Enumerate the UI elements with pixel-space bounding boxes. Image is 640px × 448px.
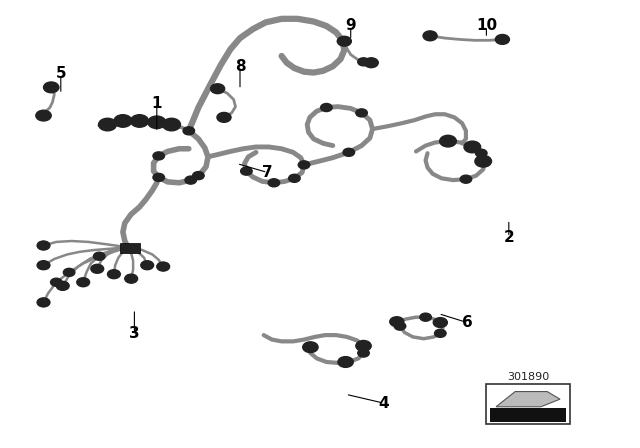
Circle shape bbox=[289, 174, 300, 182]
Circle shape bbox=[495, 34, 509, 44]
Circle shape bbox=[339, 37, 350, 45]
Circle shape bbox=[51, 278, 62, 286]
Text: 9: 9 bbox=[346, 18, 356, 34]
Circle shape bbox=[476, 149, 487, 157]
Circle shape bbox=[268, 179, 280, 187]
Circle shape bbox=[37, 298, 50, 307]
Text: 1: 1 bbox=[152, 95, 162, 111]
Circle shape bbox=[358, 349, 369, 357]
Circle shape bbox=[298, 161, 310, 169]
Circle shape bbox=[63, 268, 75, 276]
Text: 3: 3 bbox=[129, 326, 140, 341]
Circle shape bbox=[157, 262, 170, 271]
Circle shape bbox=[57, 282, 68, 290]
Circle shape bbox=[38, 112, 49, 120]
Circle shape bbox=[108, 270, 120, 279]
Circle shape bbox=[435, 329, 446, 337]
Circle shape bbox=[163, 118, 180, 131]
Circle shape bbox=[340, 358, 351, 366]
Circle shape bbox=[93, 252, 105, 260]
Bar bbox=[120, 243, 140, 253]
Circle shape bbox=[423, 31, 437, 41]
Text: 10: 10 bbox=[476, 18, 497, 34]
Circle shape bbox=[185, 176, 196, 184]
Circle shape bbox=[153, 152, 164, 160]
Text: 8: 8 bbox=[235, 59, 245, 74]
Circle shape bbox=[131, 115, 148, 127]
Circle shape bbox=[356, 109, 367, 117]
Circle shape bbox=[321, 103, 332, 112]
Circle shape bbox=[365, 59, 377, 67]
Circle shape bbox=[442, 137, 454, 145]
Circle shape bbox=[338, 357, 353, 367]
Circle shape bbox=[420, 313, 431, 321]
Circle shape bbox=[44, 82, 59, 93]
Circle shape bbox=[394, 322, 406, 330]
Circle shape bbox=[358, 58, 369, 66]
Circle shape bbox=[440, 135, 456, 147]
Circle shape bbox=[475, 155, 492, 167]
Circle shape bbox=[464, 141, 481, 153]
Circle shape bbox=[497, 35, 508, 43]
Circle shape bbox=[390, 317, 404, 327]
Text: 301890: 301890 bbox=[507, 372, 549, 382]
Circle shape bbox=[303, 342, 318, 353]
Text: 5: 5 bbox=[56, 66, 66, 82]
Circle shape bbox=[305, 343, 316, 351]
Text: 7: 7 bbox=[262, 165, 273, 180]
Circle shape bbox=[148, 116, 166, 129]
Bar bbox=[486, 384, 570, 424]
Circle shape bbox=[356, 340, 371, 351]
Circle shape bbox=[38, 261, 49, 269]
Circle shape bbox=[38, 298, 49, 306]
Circle shape bbox=[157, 263, 169, 271]
Circle shape bbox=[99, 118, 116, 131]
Circle shape bbox=[217, 112, 231, 122]
Circle shape bbox=[45, 83, 57, 91]
Circle shape bbox=[125, 275, 137, 283]
Circle shape bbox=[153, 173, 164, 181]
Circle shape bbox=[183, 127, 195, 135]
Circle shape bbox=[211, 84, 225, 94]
Bar bbox=[490, 408, 566, 422]
Circle shape bbox=[56, 281, 69, 290]
Circle shape bbox=[343, 148, 355, 156]
Circle shape bbox=[114, 115, 132, 127]
Circle shape bbox=[364, 58, 378, 68]
Circle shape bbox=[91, 264, 104, 273]
Circle shape bbox=[125, 274, 138, 283]
Polygon shape bbox=[496, 392, 560, 407]
Circle shape bbox=[433, 318, 447, 327]
Circle shape bbox=[77, 278, 90, 287]
Circle shape bbox=[460, 175, 472, 183]
Circle shape bbox=[193, 172, 204, 180]
Text: 2: 2 bbox=[504, 230, 514, 245]
Circle shape bbox=[218, 113, 230, 121]
Circle shape bbox=[37, 241, 50, 250]
Text: 6: 6 bbox=[462, 315, 472, 330]
Circle shape bbox=[141, 261, 154, 270]
Text: 4: 4 bbox=[379, 396, 389, 411]
Circle shape bbox=[38, 241, 49, 250]
Circle shape bbox=[241, 167, 252, 175]
Circle shape bbox=[337, 36, 351, 46]
Circle shape bbox=[37, 261, 50, 270]
Circle shape bbox=[36, 110, 51, 121]
Circle shape bbox=[424, 32, 436, 40]
